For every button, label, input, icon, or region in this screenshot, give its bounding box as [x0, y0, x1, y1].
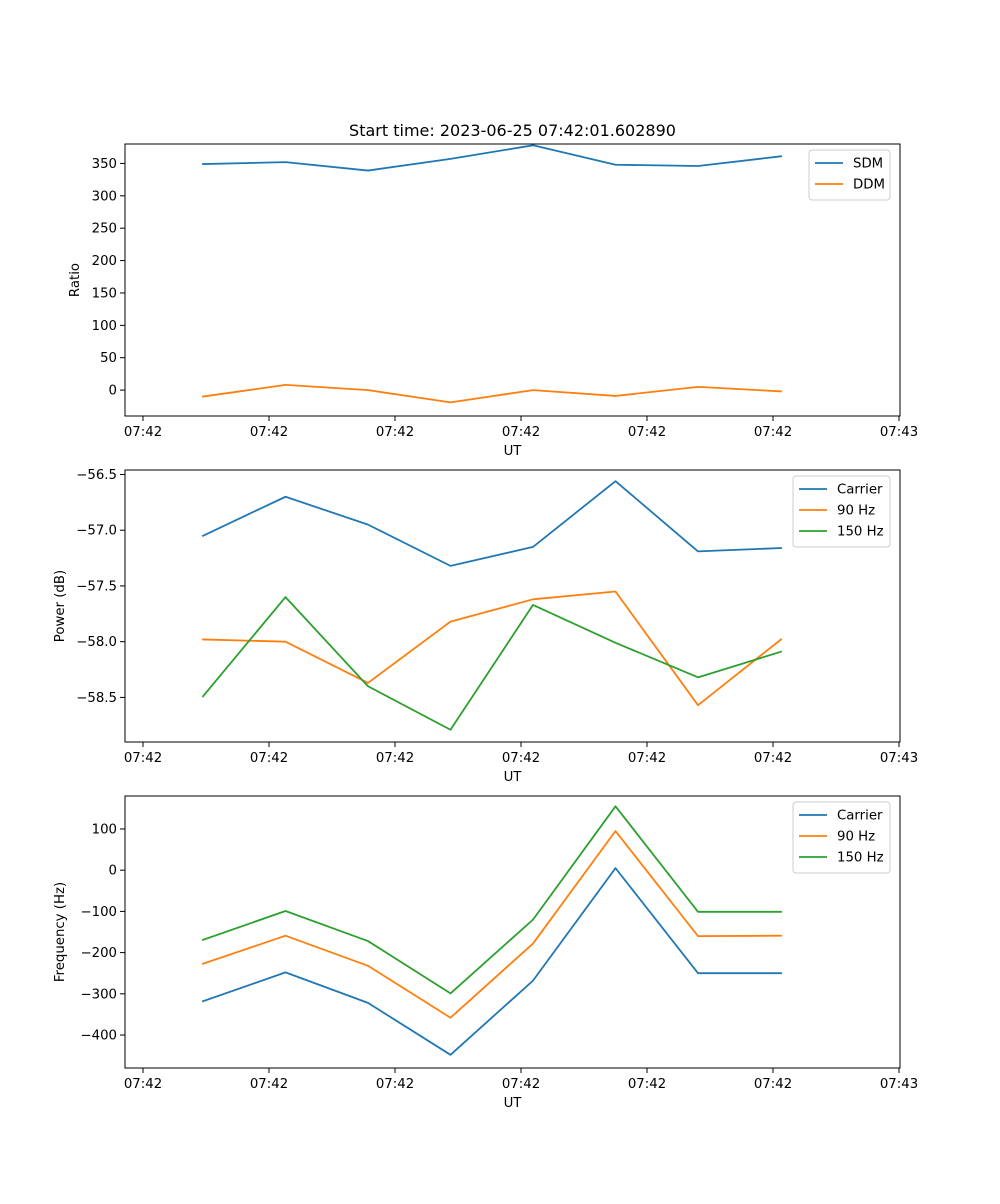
y-tick-label: 150 — [92, 286, 117, 301]
x-axis-label: UT — [504, 1096, 523, 1111]
legend-label: SDM — [853, 157, 883, 172]
y-tick-label: −200 — [80, 946, 117, 961]
x-tick-label: 07:43 — [880, 1077, 918, 1092]
x-tick-label: 07:42 — [376, 751, 414, 766]
y-axis-label: Ratio — [68, 263, 83, 297]
x-tick-label: 07:42 — [250, 425, 288, 440]
x-axis-label: UT — [504, 770, 523, 785]
panel-3: 07:42 07:42 07:42 07:42 07:42 07:42 07:43 100 0 −… — [53, 795, 918, 1111]
legend-label: 150 Hz — [837, 525, 884, 540]
legend: Carrier 90 Hz 150 Hz — [792, 801, 891, 874]
series-line-carrier — [201, 480, 782, 567]
y-tick-label: 250 — [92, 222, 117, 237]
y-tick-label: −56.5 — [76, 468, 117, 483]
x-tick-label: 07:42 — [628, 751, 666, 766]
x-tick-label: 07:43 — [880, 425, 918, 440]
series-line-sdm — [202, 144, 782, 172]
x-tick-label: 07:42 — [754, 1077, 792, 1092]
y-tick-label: 0 — [109, 384, 117, 399]
legend-box — [792, 801, 891, 874]
legend: Carrier 90 Hz 150 Hz — [792, 475, 891, 548]
y-tick-label: 350 — [92, 157, 117, 172]
x-tick-label: 07:42 — [754, 425, 792, 440]
axes-frame — [124, 143, 901, 417]
series-line-150-hz — [201, 805, 782, 995]
y-axis-label: Power (dB) — [53, 570, 68, 642]
x-tick-label: 07:42 — [376, 1077, 414, 1092]
y-tick-label: 50 — [100, 351, 117, 366]
y-tick-label: 300 — [92, 189, 117, 204]
x-tick-label: 07:42 — [250, 1077, 288, 1092]
y-tick-label: −300 — [80, 987, 117, 1002]
y-tick-label: −57.5 — [76, 579, 117, 594]
legend-label: DDM — [853, 178, 885, 193]
x-tick-label: 07:42 — [124, 425, 162, 440]
series-line-150-hz — [201, 596, 783, 731]
series-line-90-hz — [201, 830, 782, 1019]
x-tick-label: 07:43 — [880, 751, 918, 766]
y-axis-label: Frequency (Hz) — [53, 882, 68, 982]
x-tick-label: 07:42 — [628, 425, 666, 440]
x-tick-label: 07:42 — [376, 425, 414, 440]
axes-frame — [124, 795, 901, 1069]
y-tick-label: −100 — [80, 905, 117, 920]
axes-frame — [124, 469, 901, 743]
y-tick-label: −58.5 — [76, 691, 117, 706]
legend-label: Carrier — [837, 483, 883, 498]
legend-box — [792, 475, 891, 548]
y-tick-label: 0 — [109, 864, 117, 879]
y-tick-label: 200 — [92, 254, 117, 269]
x-tick-label: 07:42 — [502, 751, 540, 766]
series-line-carrier — [201, 867, 782, 1056]
series-line-90-hz — [202, 590, 783, 707]
x-tick-label: 07:42 — [250, 751, 288, 766]
series-line-ddm — [201, 384, 782, 404]
x-tick-label: 07:42 — [754, 751, 792, 766]
panel-1: 07:42 07:42 07:42 07:42 07:42 07:42 07:43 0 50 10… — [68, 143, 918, 459]
x-tick-label: 07:42 — [628, 1077, 666, 1092]
y-tick-label: 100 — [92, 822, 117, 837]
legend: SDM DDM — [808, 149, 891, 201]
legend-label: 150 Hz — [837, 851, 884, 866]
x-axis-label: UT — [504, 444, 523, 459]
y-tick-label: −58.0 — [76, 635, 117, 650]
y-tick-label: 100 — [92, 319, 117, 334]
panel-2: 07:42 07:42 07:42 07:42 07:42 07:42 07:43 −56.5… — [53, 468, 918, 785]
figure-title: Start time: 2023-06-25 07:42:01.602890 — [349, 121, 676, 140]
x-tick-label: 07:42 — [124, 751, 162, 766]
x-tick-label: 07:42 — [124, 1077, 162, 1092]
legend-label: 90 Hz — [837, 830, 875, 845]
y-tick-label: −57.0 — [76, 524, 117, 539]
y-tick-label: −400 — [80, 1029, 117, 1044]
x-tick-label: 07:42 — [502, 425, 540, 440]
legend-label: Carrier — [837, 809, 883, 824]
legend-label: 90 Hz — [837, 504, 875, 519]
x-tick-label: 07:42 — [502, 1077, 540, 1092]
